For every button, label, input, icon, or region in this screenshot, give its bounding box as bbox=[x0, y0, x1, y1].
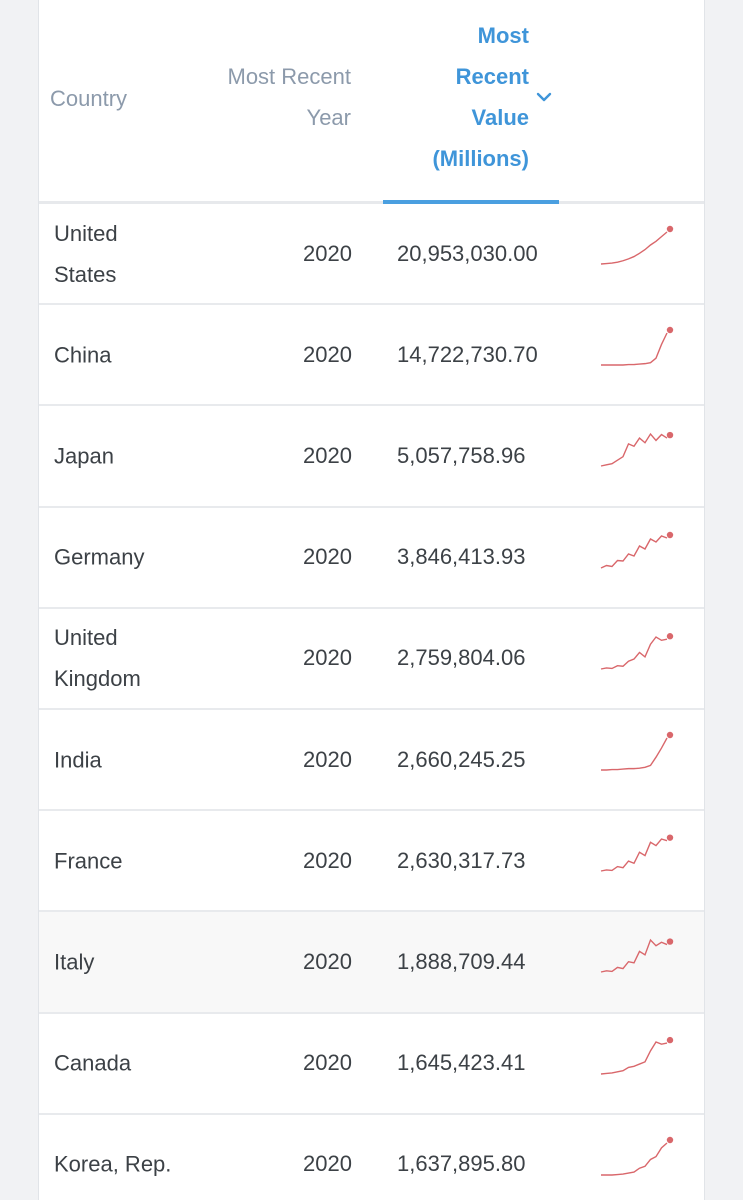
most-recent-value: 3,846,413.93 bbox=[397, 544, 526, 570]
table-body: United States 2020 20,953,030.00 China 2020 14… bbox=[39, 204, 704, 1200]
most-recent-year: 2020 bbox=[303, 645, 352, 671]
table-row[interactable]: Italy 2020 1,888,709.44 bbox=[39, 912, 704, 1014]
most-recent-year: 2020 bbox=[303, 544, 352, 570]
table-header: Country Most Recent Year Most Recent Val… bbox=[39, 0, 704, 204]
trend-sparkline[interactable] bbox=[599, 224, 679, 272]
column-header-country[interactable]: Country bbox=[50, 86, 128, 111]
most-recent-value: 1,888,709.44 bbox=[397, 948, 526, 974]
country-name[interactable]: China bbox=[54, 334, 224, 375]
column-header-value-line: Value bbox=[471, 105, 529, 130]
trend-sparkline[interactable] bbox=[599, 831, 679, 879]
most-recent-year: 2020 bbox=[303, 1050, 352, 1076]
table-row[interactable]: Japan 2020 5,057,758.96 bbox=[39, 406, 704, 508]
most-recent-year: 2020 bbox=[303, 341, 352, 367]
country-name-line: Kingdom bbox=[54, 666, 141, 692]
most-recent-value: 1,637,895.80 bbox=[397, 1151, 526, 1177]
country-name[interactable]: United Kingdom bbox=[54, 617, 224, 699]
most-recent-value: 2,660,245.25 bbox=[397, 746, 526, 772]
most-recent-value: 5,057,758.96 bbox=[397, 442, 526, 468]
country-name[interactable]: Canada bbox=[54, 1043, 224, 1084]
sparkline-line bbox=[600, 534, 668, 569]
sparkline-endpoint bbox=[666, 432, 674, 439]
sparkline-endpoint bbox=[666, 938, 674, 946]
most-recent-year: 2020 bbox=[303, 1151, 352, 1177]
most-recent-year: 2020 bbox=[303, 240, 352, 266]
country-name[interactable]: United States bbox=[54, 213, 224, 295]
column-header-value-line: (Millions) bbox=[432, 146, 529, 171]
country-name-line: States bbox=[54, 261, 117, 287]
trend-sparkline[interactable] bbox=[599, 629, 679, 677]
sparkline-endpoint bbox=[666, 1136, 674, 1143]
sparkline-line bbox=[600, 939, 668, 973]
column-header-year-line: Year bbox=[306, 105, 351, 130]
country-name-line: Japan bbox=[54, 443, 114, 469]
column-header-most-recent-year[interactable]: Most Recent Year bbox=[151, 56, 352, 138]
most-recent-year: 2020 bbox=[303, 847, 352, 873]
country-name[interactable]: Germany bbox=[54, 537, 224, 578]
column-header-value-line: Most bbox=[477, 23, 529, 48]
country-name-line: Germany bbox=[54, 544, 145, 570]
most-recent-year: 2020 bbox=[303, 948, 352, 974]
most-recent-value: 1,645,423.41 bbox=[397, 1050, 526, 1076]
trend-sparkline[interactable] bbox=[599, 325, 679, 373]
country-name[interactable]: India bbox=[54, 739, 224, 780]
country-name[interactable]: France bbox=[54, 840, 224, 881]
sparkline-endpoint bbox=[666, 531, 674, 538]
sparkline-endpoint bbox=[666, 326, 674, 334]
country-name[interactable]: Japan bbox=[54, 435, 224, 476]
table-row[interactable]: Germany 2020 3,846,413.93 bbox=[39, 508, 704, 609]
table-row[interactable]: United States 2020 20,953,030.00 bbox=[39, 204, 704, 306]
column-header-value-label: Most Recent Value (Millions) bbox=[359, 15, 529, 179]
table-row[interactable]: India 2020 2,660,245.25 bbox=[39, 710, 704, 812]
table-row[interactable]: France 2020 2,630,317.73 bbox=[39, 811, 704, 913]
country-name-line: Korea, Rep. bbox=[54, 1151, 172, 1177]
sparkline-line bbox=[601, 737, 668, 771]
country-name[interactable]: Italy bbox=[54, 941, 224, 982]
table-row[interactable]: United Kingdom 2020 2,759,804.06 bbox=[39, 609, 704, 710]
table-row[interactable]: Canada 2020 1,645,423.41 bbox=[39, 1014, 704, 1115]
sparkline-line bbox=[600, 635, 668, 670]
country-name-line: France bbox=[54, 848, 123, 874]
column-header-year-line: Most Recent bbox=[227, 64, 352, 89]
table-row[interactable]: Korea, Rep. 2020 1,637,895.80 bbox=[39, 1115, 704, 1200]
country-name-line: India bbox=[54, 747, 102, 773]
chevron-down-icon bbox=[536, 92, 552, 102]
most-recent-value: 20,953,030.00 bbox=[397, 240, 538, 266]
country-name-line: United bbox=[54, 625, 118, 651]
trend-sparkline[interactable] bbox=[599, 1135, 679, 1183]
sparkline-line bbox=[601, 332, 668, 366]
most-recent-year: 2020 bbox=[303, 746, 352, 772]
trend-sparkline[interactable] bbox=[599, 1034, 679, 1082]
data-table-card: Country Most Recent Year Most Recent Val… bbox=[38, 0, 705, 1200]
trend-sparkline[interactable] bbox=[599, 730, 679, 778]
table-row[interactable]: China 2020 14,722,730.70 bbox=[39, 305, 704, 407]
sparkline-endpoint bbox=[666, 632, 674, 640]
most-recent-value: 14,722,730.70 bbox=[397, 341, 538, 367]
country-name[interactable]: Korea, Rep. bbox=[54, 1144, 224, 1185]
most-recent-value: 2,759,804.06 bbox=[397, 645, 526, 671]
sparkline-line bbox=[600, 1040, 668, 1075]
country-name-line: Italy bbox=[54, 949, 95, 975]
trend-sparkline[interactable] bbox=[599, 528, 679, 576]
most-recent-year: 2020 bbox=[303, 442, 352, 468]
most-recent-value: 2,630,317.73 bbox=[397, 847, 526, 873]
column-header-most-recent-value-sorted[interactable]: Most Recent Value (Millions) bbox=[383, 0, 559, 204]
country-name-line: Canada bbox=[54, 1050, 132, 1076]
sparkline-endpoint bbox=[666, 834, 674, 841]
column-header-value-line: Recent bbox=[455, 64, 529, 89]
country-name-line: China bbox=[54, 342, 112, 368]
sparkline-line bbox=[601, 1142, 668, 1176]
sparkline-endpoint bbox=[666, 731, 674, 739]
sparkline-endpoint bbox=[666, 1036, 674, 1043]
country-name-line: United bbox=[54, 220, 118, 246]
sparkline-line bbox=[600, 231, 668, 265]
sparkline-line bbox=[600, 433, 668, 468]
sparkline-endpoint bbox=[666, 225, 674, 233]
trend-sparkline[interactable] bbox=[599, 932, 679, 980]
trend-sparkline[interactable] bbox=[599, 426, 679, 474]
sparkline-line bbox=[600, 838, 668, 872]
